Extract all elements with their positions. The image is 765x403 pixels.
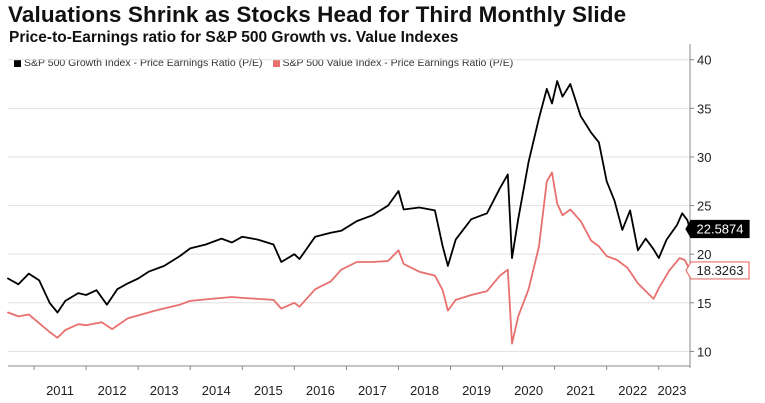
x-tick-label: 2013	[150, 383, 179, 398]
y-tick-label: 40	[697, 53, 711, 68]
x-tick-label: 2015	[254, 383, 283, 398]
x-tick-label: 2022	[618, 383, 647, 398]
x-tick-label: 2014	[202, 383, 231, 398]
x-tick-label: 2023	[658, 383, 687, 398]
value-series-line	[7, 171, 691, 345]
y-tick-label: 15	[697, 296, 711, 311]
chart-title: Valuations Shrink as Stocks Head for Thi…	[8, 2, 627, 27]
x-tick-label: 2021	[566, 383, 595, 398]
y-tick-label: 10	[697, 344, 711, 359]
x-tick-label: 2011	[46, 383, 74, 398]
y-tick-label: 30	[697, 150, 711, 165]
y-tick-label: 25	[697, 199, 711, 214]
y-tick-label: 20	[697, 247, 711, 262]
last-value-badge-value	[685, 261, 750, 280]
last-value-label-value: 18.3263	[697, 263, 744, 278]
x-tick-label: 2019	[462, 383, 491, 398]
last-value-badge-growth	[685, 219, 750, 239]
growth-series-line	[7, 80, 691, 314]
last-value-label-growth: 22.5874	[697, 222, 744, 237]
x-tick-label: 2012	[98, 383, 127, 398]
x-tick-label: 2020	[514, 383, 543, 398]
x-tick-label: 2016	[306, 383, 335, 398]
x-tick-label: 2017	[358, 383, 387, 398]
legend-swatch-value	[272, 59, 280, 67]
chart-subtitle: Price-to-Earnings ratio for S&P 500 Grow…	[9, 29, 459, 46]
y-tick-label: 35	[697, 101, 711, 116]
legend-swatch-growth	[14, 59, 21, 67]
x-tick-label: 2018	[410, 383, 439, 398]
